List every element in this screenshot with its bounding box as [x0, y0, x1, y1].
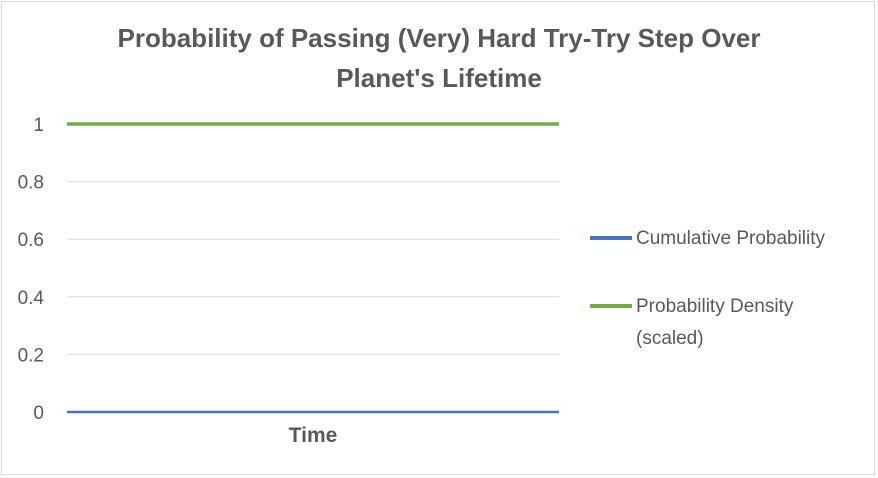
- legend-label-1: Probability Density: [636, 296, 794, 317]
- y-tick-label: 0.8: [18, 173, 44, 194]
- y-tick-label: 0: [33, 403, 44, 424]
- chart-title-line-2: Planet's Lifetime: [336, 63, 542, 93]
- chart-title-line-1: Probability of Passing (Very) Hard Try-T…: [117, 23, 761, 53]
- legend: Cumulative Probability Probability Densit…: [590, 228, 826, 349]
- gridlines: [67, 123, 559, 413]
- x-axis-label: Time: [289, 424, 338, 447]
- y-axis-ticks: 0 0.2 0.4 0.6 0.8 1: [18, 115, 45, 424]
- chart-title: Probability of Passing (Very) Hard Try-T…: [0, 18, 878, 98]
- y-tick-label: 0.6: [18, 230, 44, 251]
- legend-label-0: Cumulative Probability: [636, 228, 826, 249]
- y-tick-label: 0.4: [18, 288, 45, 309]
- legend-label-1: (scaled): [636, 328, 704, 349]
- y-tick-label: 0.2: [18, 345, 44, 366]
- series-lines: [67, 122, 559, 414]
- y-tick-label: 1: [33, 115, 44, 136]
